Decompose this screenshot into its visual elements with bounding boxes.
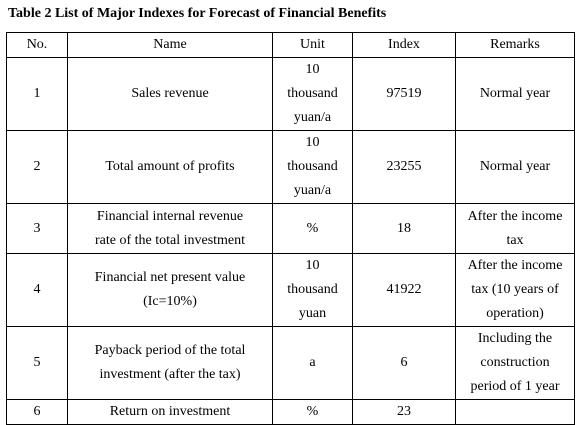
cell-line: Total amount of profits bbox=[105, 159, 235, 174]
cell-line: yuan/a bbox=[293, 183, 332, 198]
table-row: 1 Sales revenue 10 thousand yuan/a 97519… bbox=[6, 57, 575, 131]
header-index: Index bbox=[352, 32, 456, 58]
cell-line: Financial internal revenue bbox=[96, 208, 244, 224]
cell-line: rate of the total investment bbox=[94, 232, 246, 248]
header-no: No. bbox=[6, 32, 68, 58]
cell-line: tax (10 years of bbox=[471, 282, 559, 297]
cell-line: operation) bbox=[486, 306, 544, 321]
header-remarks: Remarks bbox=[455, 32, 575, 58]
cell-line: Payback period of the total bbox=[94, 343, 246, 358]
financial-benefits-table: No. Name Unit Index Remarks 1 Sales reve… bbox=[6, 32, 575, 425]
cell-name: Financial internal revenue rate of the t… bbox=[67, 203, 273, 254]
cell-line: 10 bbox=[305, 62, 320, 77]
cell-line: Normal year bbox=[479, 86, 551, 101]
cell-line: a bbox=[309, 355, 316, 370]
cell-line: Financial net present value bbox=[94, 270, 246, 285]
table-header-row: No. Name Unit Index Remarks bbox=[6, 32, 575, 58]
cell-line: Normal year bbox=[479, 159, 551, 174]
cell-remarks: After the income tax bbox=[455, 203, 575, 254]
table-caption: Table 2 List of Major Indexes for Foreca… bbox=[8, 6, 387, 21]
cell-remarks: Normal year bbox=[455, 130, 575, 204]
cell-unit: a bbox=[272, 326, 353, 400]
cell-line: 10 bbox=[305, 135, 320, 150]
cell-index: 41922 bbox=[352, 253, 456, 327]
cell-line: investment (after the tax) bbox=[99, 367, 241, 382]
cell-name: Return on investment bbox=[67, 399, 273, 425]
header-name: Name bbox=[67, 32, 273, 58]
cell-no: 5 bbox=[6, 326, 68, 400]
cell-remarks: Including the construction period of 1 y… bbox=[455, 326, 575, 400]
cell-index: 18 bbox=[352, 203, 456, 254]
cell-line: After the income bbox=[467, 208, 563, 224]
cell-index: 23 bbox=[352, 399, 456, 425]
cell-index: 6 bbox=[352, 326, 456, 400]
cell-name: Total amount of profits bbox=[67, 130, 273, 204]
cell-no: 2 bbox=[6, 130, 68, 204]
cell-line: period of 1 year bbox=[470, 379, 560, 394]
cell-index: 23255 bbox=[352, 130, 456, 204]
cell-line: thousand bbox=[287, 86, 338, 101]
cell-line: yuan/a bbox=[293, 110, 332, 125]
table-row: 3 Financial internal revenue rate of the… bbox=[6, 203, 575, 254]
cell-line: % bbox=[306, 404, 319, 419]
cell-no: 4 bbox=[6, 253, 68, 327]
cell-line: % bbox=[306, 220, 319, 236]
table-row: 4 Financial net present value (Ic=10%) 1… bbox=[6, 253, 575, 327]
cell-name: Payback period of the total investment (… bbox=[67, 326, 273, 400]
cell-line: construction bbox=[480, 355, 550, 370]
cell-line: (Ic=10%) bbox=[143, 294, 197, 309]
cell-unit: % bbox=[272, 203, 353, 254]
cell-line: thousand bbox=[287, 282, 338, 297]
cell-line: tax bbox=[506, 232, 524, 248]
cell-unit: % bbox=[272, 399, 353, 425]
cell-line: yuan bbox=[298, 306, 327, 321]
cell-line: Sales revenue bbox=[131, 86, 209, 101]
cell-line: thousand bbox=[287, 159, 338, 174]
cell-no: 6 bbox=[6, 399, 68, 425]
cell-line: 10 bbox=[305, 258, 320, 273]
cell-name: Financial net present value (Ic=10%) bbox=[67, 253, 273, 327]
cell-unit: 10 thousand yuan bbox=[272, 253, 353, 327]
cell-no: 3 bbox=[6, 203, 68, 254]
header-unit: Unit bbox=[272, 32, 353, 58]
cell-name: Sales revenue bbox=[67, 57, 273, 131]
cell-no: 1 bbox=[6, 57, 68, 131]
cell-line: Return on investment bbox=[109, 404, 231, 419]
cell-line: After the income bbox=[467, 258, 563, 273]
cell-line: Including the bbox=[477, 331, 553, 346]
table-row: 6 Return on investment % 23 bbox=[6, 399, 575, 425]
cell-remarks: Normal year bbox=[455, 57, 575, 131]
cell-unit: 10 thousand yuan/a bbox=[272, 130, 353, 204]
table-row: 2 Total amount of profits 10 thousand yu… bbox=[6, 130, 575, 204]
cell-unit: 10 thousand yuan/a bbox=[272, 57, 353, 131]
cell-index: 97519 bbox=[352, 57, 456, 131]
cell-remarks bbox=[455, 399, 575, 425]
table-row: 5 Payback period of the total investment… bbox=[6, 326, 575, 400]
cell-remarks: After the income tax (10 years of operat… bbox=[455, 253, 575, 327]
